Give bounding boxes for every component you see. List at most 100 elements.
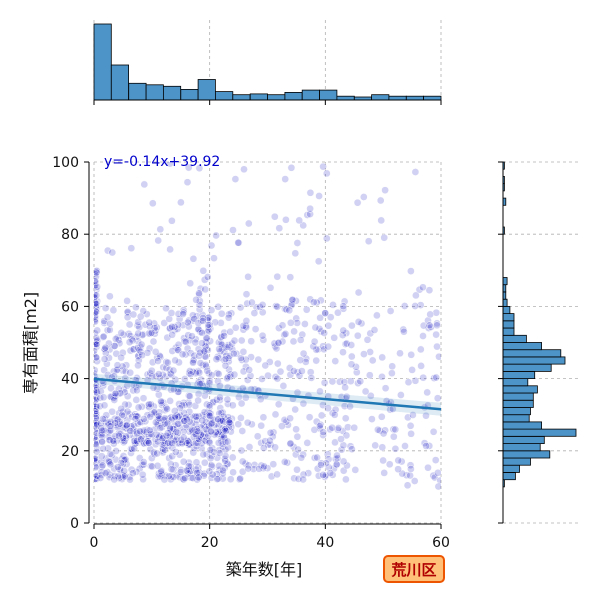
scatter-point — [391, 444, 400, 453]
scatter-point — [278, 422, 286, 430]
scatter-point — [317, 411, 326, 420]
scatter-point — [140, 415, 148, 423]
scatter-point — [274, 400, 283, 409]
scatter-point — [109, 437, 118, 445]
y-hist-bar — [502, 407, 531, 416]
y-tick-label: 80 — [61, 227, 79, 243]
scatter-point — [100, 401, 109, 410]
scatter-point — [176, 468, 185, 476]
scatter-point — [97, 452, 106, 461]
scatter-point — [316, 313, 324, 322]
scatter-point — [294, 445, 302, 454]
scatter-point — [295, 216, 304, 225]
scatter-point — [321, 309, 330, 318]
scatter-point — [207, 306, 216, 314]
scatter-point — [157, 467, 165, 476]
y-hist-bar — [502, 392, 534, 401]
scatter-point — [203, 273, 212, 281]
scatter-point — [235, 475, 244, 484]
scatter-point — [378, 443, 387, 452]
scatter-point — [225, 310, 233, 319]
scatter-point — [158, 434, 167, 443]
scatter-point — [94, 353, 100, 362]
scatter-point — [227, 309, 236, 318]
scatter-point — [203, 366, 212, 375]
scatter-point — [129, 310, 138, 319]
scatter-point — [133, 419, 142, 428]
scatter-point — [315, 422, 324, 431]
scatter-point — [303, 211, 312, 219]
scatter-point — [281, 175, 290, 183]
scatter-point — [377, 216, 386, 225]
scatter-point — [98, 461, 107, 470]
scatter-point — [145, 426, 154, 435]
scatter-point — [311, 323, 320, 332]
scatter-point — [94, 350, 98, 359]
scatter-point — [282, 305, 291, 314]
scatter-point — [132, 437, 141, 445]
scatter-point — [228, 453, 237, 462]
scatter-point — [132, 303, 140, 312]
scatter-point — [361, 387, 370, 396]
scatter-point — [137, 435, 145, 444]
scatter-point — [295, 371, 304, 380]
scatter-point — [317, 461, 325, 469]
scatter-point — [341, 383, 349, 392]
scatter-point — [291, 405, 300, 414]
scatter-point — [146, 430, 155, 438]
scatter-point — [169, 366, 178, 375]
scatter-point — [385, 460, 394, 469]
scatter-point — [337, 445, 346, 454]
scatter-point — [289, 337, 298, 346]
scatter-point — [154, 236, 163, 245]
scatter-point — [179, 475, 187, 483]
scatter-point — [189, 356, 198, 364]
scatter-point — [329, 301, 337, 309]
scatter-point — [154, 370, 163, 378]
scatter-point — [220, 425, 229, 434]
scatter-point — [226, 418, 234, 427]
scatter-point — [121, 400, 129, 409]
scatter-point — [397, 391, 405, 399]
scatter-point — [103, 359, 111, 368]
scatter-point — [424, 324, 433, 332]
scatter-point — [149, 337, 158, 346]
scatter-point — [246, 371, 255, 380]
scatter-point — [108, 248, 117, 257]
scatter-point — [334, 308, 342, 317]
scatter-point — [301, 320, 309, 328]
scatter-point — [342, 431, 351, 440]
scatter-point — [174, 346, 183, 355]
scatter-point — [205, 403, 214, 412]
scatter-point — [192, 412, 201, 421]
scatter-point — [187, 425, 196, 434]
scatter-point — [171, 448, 180, 456]
scatter-point — [292, 314, 301, 323]
scatter-point — [313, 453, 321, 462]
scatter-point — [312, 356, 321, 365]
scatter-point — [290, 327, 298, 336]
scatter-point — [347, 360, 356, 369]
scatter-point — [319, 162, 327, 171]
scatter-point — [129, 469, 137, 477]
scatter-point — [113, 463, 122, 471]
scatter-point — [157, 397, 165, 406]
y-hist-bar — [502, 472, 516, 481]
scatter-point — [199, 314, 207, 322]
scatter-point — [200, 458, 209, 467]
scatter-point — [190, 314, 199, 323]
scatter-point — [409, 411, 417, 419]
scatter-point — [242, 317, 251, 325]
scatter-point — [237, 446, 246, 455]
x-hist-bar — [423, 95, 442, 101]
scatter-point — [293, 239, 302, 247]
scatter-point — [138, 470, 147, 479]
scatter-point — [273, 374, 282, 383]
scatter-point — [223, 395, 232, 404]
scatter-point — [379, 429, 388, 438]
scatter-point — [171, 461, 180, 470]
scatter-point — [207, 419, 216, 428]
scatter-point — [266, 283, 275, 292]
scatter-point — [312, 345, 321, 354]
scatter-point — [320, 378, 329, 387]
